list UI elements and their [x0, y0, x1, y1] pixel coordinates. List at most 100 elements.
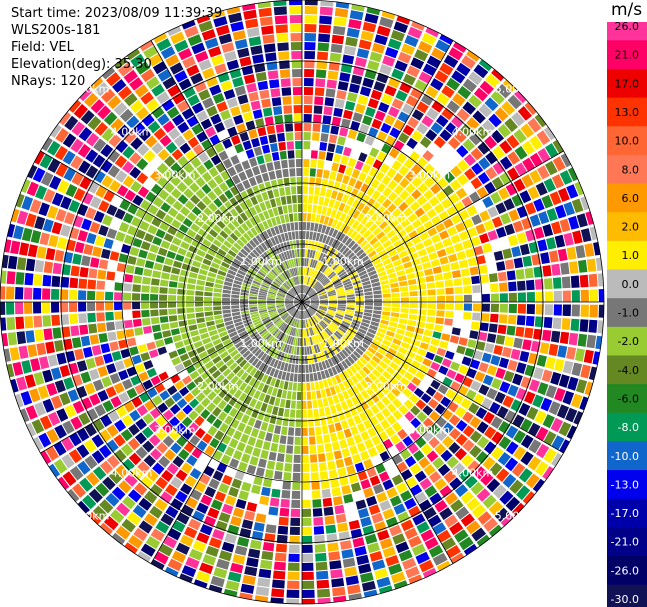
- range-gate: [370, 404, 380, 415]
- range-gate: [421, 201, 433, 213]
- range-gate: [482, 456, 496, 470]
- range-gate: [271, 588, 285, 598]
- range-gate: [31, 419, 45, 434]
- range-gate: [242, 179, 251, 190]
- range-gate: [181, 416, 193, 428]
- range-gate: [320, 332, 326, 341]
- range-gate: [283, 362, 289, 372]
- range-gate: [372, 227, 382, 236]
- range-gate: [99, 522, 113, 535]
- range-gate: [106, 424, 119, 438]
- range-gate: [100, 414, 113, 428]
- range-gate: [242, 111, 254, 122]
- range-gate: [385, 555, 400, 567]
- range-gate: [145, 98, 160, 112]
- range-gate: [463, 153, 477, 167]
- colorbar-unit: m/s: [611, 0, 643, 20]
- range-gate: [242, 362, 251, 371]
- range-gate: [302, 204, 308, 213]
- range-gate: [293, 463, 301, 472]
- range-gate: [310, 268, 315, 277]
- range-gate: [272, 281, 281, 288]
- range-gate: [330, 43, 343, 54]
- range-gate: [148, 53, 163, 67]
- range-gate: [340, 273, 348, 280]
- range-gate: [347, 240, 356, 249]
- range-gate: [354, 372, 363, 382]
- range-gate: [448, 137, 461, 150]
- range-gate: [498, 357, 510, 369]
- range-gate: [302, 285, 304, 293]
- range-gate: [247, 548, 261, 559]
- range-gate: [0, 286, 6, 300]
- range-gate: [296, 319, 299, 328]
- range-gate: [126, 366, 137, 377]
- range-gate: [285, 296, 294, 300]
- range-gate: [302, 562, 314, 571]
- range-gate: [305, 364, 309, 373]
- range-gate: [210, 262, 220, 269]
- range-gate: [456, 145, 469, 158]
- range-gate: [340, 420, 349, 430]
- range-gate: [337, 308, 346, 312]
- range-gate: [355, 223, 364, 233]
- range-gate: [185, 343, 195, 352]
- range-gate: [359, 411, 368, 422]
- range-gate: [577, 333, 588, 347]
- range-gate: [348, 19, 362, 30]
- range-gate: [507, 167, 520, 181]
- range-gate: [176, 169, 188, 180]
- range-gate: [276, 33, 289, 43]
- range-gate: [309, 291, 316, 297]
- range-gate: [398, 132, 410, 144]
- range-gate: [339, 476, 349, 486]
- range-gate: [445, 287, 454, 295]
- range-gate: [472, 294, 481, 302]
- range-gate: [334, 317, 342, 322]
- range-gate: [388, 376, 399, 386]
- range-gate: [177, 295, 186, 301]
- range-gate: [568, 332, 579, 346]
- range-gate: [252, 166, 261, 176]
- range-gate: [339, 183, 347, 193]
- range-gate: [324, 406, 331, 416]
- range-gate: [160, 353, 170, 363]
- range-gate: [124, 319, 133, 329]
- range-gate: [353, 362, 361, 372]
- range-gate: [268, 291, 277, 295]
- range-gate: [457, 159, 470, 172]
- range-gate: [339, 212, 347, 222]
- range-gate: [231, 308, 240, 313]
- range-gate: [255, 246, 263, 255]
- range-gate: [371, 559, 386, 571]
- range-gate: [251, 484, 261, 495]
- range-gate: [476, 186, 489, 199]
- range-gate: [335, 144, 344, 155]
- range-gate: [318, 24, 332, 34]
- range-gate: [328, 293, 337, 297]
- range-gate: [519, 350, 530, 363]
- range-gate: [300, 329, 302, 337]
- range-gate: [233, 229, 242, 238]
- range-gate: [303, 132, 311, 141]
- range-gate: [218, 388, 228, 399]
- range-gate: [315, 324, 321, 333]
- range-gate: [376, 331, 385, 339]
- range-gate: [571, 198, 584, 213]
- range-gate: [171, 391, 183, 403]
- range-gate: [306, 382, 311, 391]
- range-gate: [246, 464, 257, 475]
- range-gate: [123, 357, 134, 368]
- range-gate: [432, 266, 442, 274]
- range-gate: [194, 481, 207, 493]
- range-gate: [402, 73, 416, 86]
- range-gate: [295, 141, 302, 150]
- range-gate: [187, 318, 197, 325]
- range-gate: [79, 477, 93, 492]
- range-gate: [456, 62, 471, 77]
- range-gate: [376, 182, 387, 193]
- range-gate: [117, 86, 133, 100]
- range-gate: [127, 225, 138, 236]
- range-gate: [580, 196, 590, 211]
- range-gate: [231, 305, 240, 309]
